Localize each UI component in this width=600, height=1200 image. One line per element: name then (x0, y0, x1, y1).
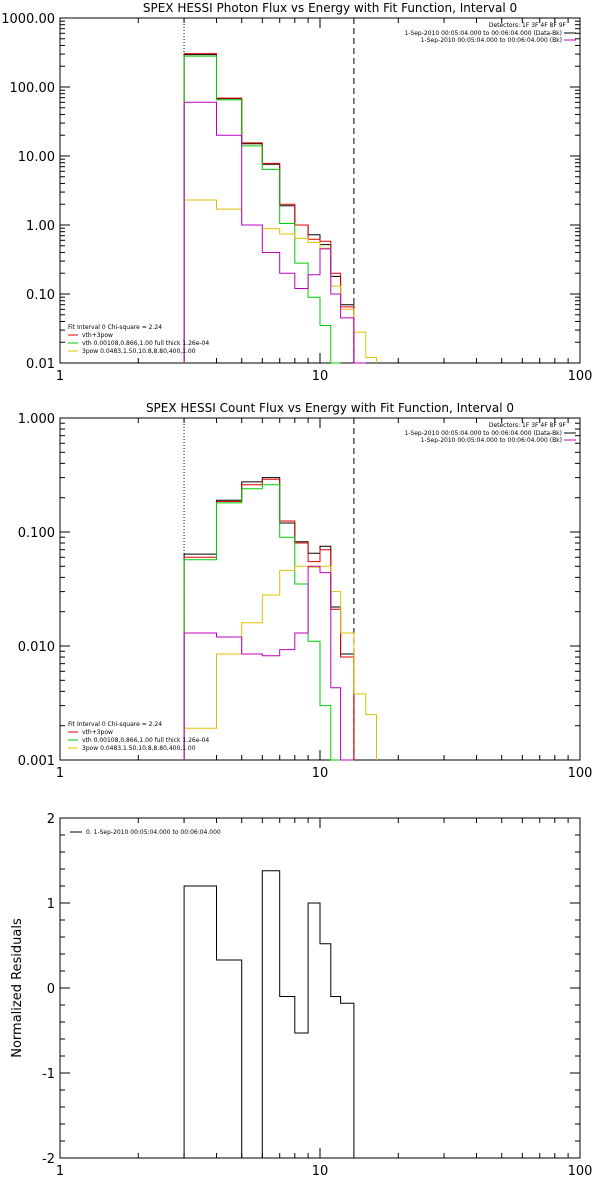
x-tick-label: 1 (56, 1164, 64, 1179)
legend-top-right: Detectors: 1F 3F 4F 8F 9F1-Sep-2010 00:0… (404, 22, 576, 44)
series-step-3pow (183, 565, 377, 760)
y-tick-label: 0.001 (18, 754, 55, 769)
y-tick-label: -2 (42, 1152, 55, 1167)
x-tick-label: 100 (568, 1164, 593, 1179)
x-tick-label: 100 (568, 766, 593, 781)
legend-entry-label: 3pow 0.0483,1.50,10.8,8.80,400,1.00 (82, 745, 196, 752)
x-tick-label: 10 (312, 369, 329, 384)
legend-fit-header: Fit Interval 0 Chi-square = 2.24 (68, 324, 162, 331)
series-step-vth-3pow (183, 478, 355, 760)
series-step-vth (183, 55, 341, 364)
legend-top-right: Detectors: 1F 3F 4F 8F 9F1-Sep-2010 00:0… (404, 422, 576, 444)
series-step-bk (183, 565, 354, 761)
x-tick-label: 10 (312, 766, 329, 781)
series-step-data-bk (183, 54, 355, 363)
x-tick-label: 1 (56, 369, 64, 384)
count-flux-title: SPEX HESSI Count Flux vs Energy with Fit… (146, 401, 514, 415)
legend-entry-label: 3pow 0.0483,1.50,10.8,8.80,400,1.00 (82, 348, 196, 355)
legend-entry-label: 1-Sep-2010 00:05:04.000 to 00:06:04.000 … (421, 437, 562, 444)
residuals-frame (59, 817, 581, 1159)
legend-entry-label: 1-Sep-2010 00:05:04.000 to 00:06:04.000 … (404, 430, 562, 437)
legend-bottom-left: Fit Interval 0 Chi-square = 2.24vth+3pow… (68, 721, 209, 752)
legend-entry-label: vth 0.00108,0.866,1.00 full thick 1.26e-… (82, 340, 209, 347)
y-tick-label: 0.01 (26, 357, 55, 372)
y-tick-label: 0 (47, 982, 55, 997)
legend-top-left: 0. 1-Sep-2010 00:05:04.000 to 00:06:04.0… (70, 829, 221, 836)
y-tick-label: 0.100 (18, 526, 55, 541)
photon-flux-title: SPEX HESSI Photon Flux vs Energy with Fi… (143, 1, 517, 15)
series-step-vth-3pow (183, 53, 355, 363)
legend-fit-header: Fit Interval 0 Chi-square = 2.24 (68, 721, 162, 728)
series-step-bk (183, 101, 366, 364)
x-tick-label: 100 (568, 369, 593, 384)
legend-entry-label: vth+3pow (82, 729, 113, 736)
series-step-3pow (183, 199, 377, 363)
y-tick-label: 0.010 (18, 640, 55, 655)
legend-detectors: Detectors: 1F 3F 4F 8F 9F (489, 422, 567, 429)
series-step-residuals (183, 870, 355, 1159)
y-tick-label: 0.10 (26, 288, 55, 303)
legend-entry-label: 1-Sep-2010 00:05:04.000 to 00:06:04.000 … (421, 37, 562, 44)
series-step-vth (183, 484, 341, 761)
residuals-ylabel: Normalized Residuals (10, 918, 25, 1058)
y-tick-label: 1.000 (18, 412, 55, 427)
y-tick-label: 1.00 (26, 219, 55, 234)
series-step-data-bk (183, 477, 355, 760)
x-tick-label: 10 (312, 1164, 329, 1179)
count-flux-panel: SPEX HESSI Count Flux vs Energy with Fit… (18, 401, 593, 781)
legend-entry-label: vth 0.00108,0.866,1.00 full thick 1.26e-… (82, 737, 209, 744)
legend-detectors: Detectors: 1F 3F 4F 8F 9F (489, 22, 567, 29)
y-tick-label: 100.00 (10, 81, 56, 96)
count-flux-frame (59, 417, 581, 761)
legend-entry-label: 0. 1-Sep-2010 00:05:04.000 to 00:06:04.0… (86, 829, 221, 836)
y-tick-label: -1 (42, 1067, 55, 1082)
y-tick-label: 1 (47, 897, 55, 912)
residuals-panel: Normalized Residuals 1 10 100 -2 -1 0 1 2 0. 1-S… (10, 812, 592, 1179)
x-tick-label: 1 (56, 766, 64, 781)
y-tick-label: 1000.00 (1, 12, 55, 27)
legend-entry-label: 1-Sep-2010 00:05:04.000 to 00:06:04.000 … (404, 30, 562, 37)
y-tick-label: 2 (47, 812, 55, 827)
legend-entry-label: vth+3pow (82, 332, 113, 339)
legend-bottom-left: Fit Interval 0 Chi-square = 2.24vth+3pow… (68, 324, 209, 355)
photon-flux-panel: SPEX HESSI Photon Flux vs Energy with Fi… (1, 1, 592, 384)
y-tick-label: 10.00 (18, 150, 55, 165)
